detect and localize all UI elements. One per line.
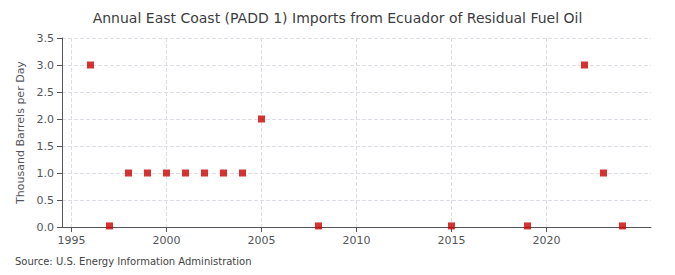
svg-text:1.0: 1.0 (37, 167, 55, 180)
svg-text:1.5: 1.5 (37, 140, 55, 153)
svg-text:3.5: 3.5 (37, 32, 55, 45)
svg-text:Annual East Coast (PADD 1) Imp: Annual East Coast (PADD 1) Imports from … (93, 10, 583, 26)
svg-text:0.0: 0.0 (37, 221, 55, 234)
svg-text:2020: 2020 (533, 234, 561, 247)
svg-text:2015: 2015 (438, 234, 466, 247)
svg-text:2.5: 2.5 (37, 86, 55, 99)
svg-text:Source: U.S. Energy Informatio: Source: U.S. Energy Information Administ… (15, 256, 252, 267)
svg-text:1995: 1995 (58, 234, 86, 247)
svg-text:2010: 2010 (343, 234, 371, 247)
svg-text:3.0: 3.0 (37, 59, 55, 72)
svg-text:Thousand Barrels per Day: Thousand Barrels per Day (14, 61, 27, 205)
svg-text:2.0: 2.0 (37, 113, 55, 126)
svg-text:2005: 2005 (248, 234, 276, 247)
svg-text:0.5: 0.5 (37, 194, 55, 207)
svg-text:2000: 2000 (153, 234, 181, 247)
